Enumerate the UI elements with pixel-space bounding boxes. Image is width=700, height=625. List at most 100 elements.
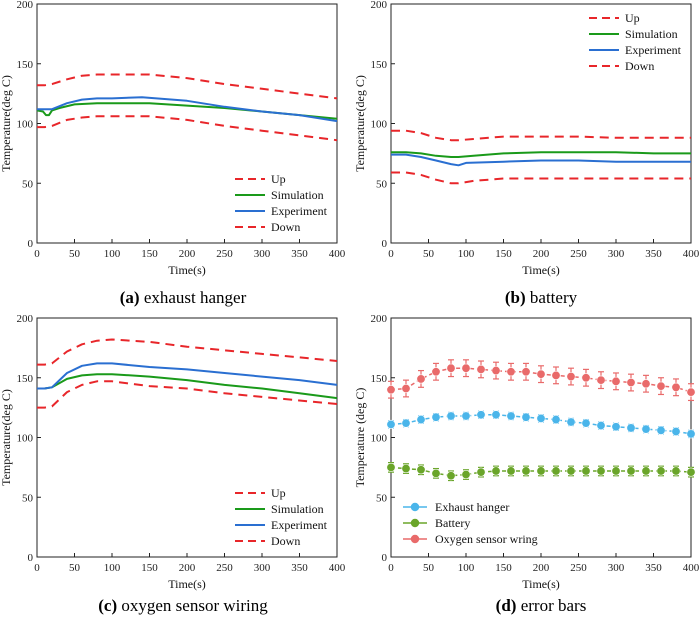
legend-label: Up — [271, 172, 286, 186]
x-tick-label: 100 — [104, 248, 121, 260]
y-tick-label: 0 — [382, 238, 388, 250]
y-tick-label: 200 — [371, 0, 388, 11]
series-line-experiment — [391, 153, 691, 167]
data-point — [656, 381, 666, 391]
legend-marker — [410, 534, 420, 544]
x-tick-label: 150 — [495, 562, 512, 574]
x-axis-label: Time(s) — [168, 263, 206, 277]
y-axis-label: Temperature(deg C) — [353, 75, 367, 172]
y-tick-label: 50 — [376, 178, 388, 190]
y-tick-label: 100 — [371, 119, 388, 131]
legend-label: Battery — [435, 516, 470, 530]
data-point — [446, 471, 456, 481]
y-tick-label: 0 — [28, 552, 34, 564]
x-tick-label: 350 — [645, 248, 662, 260]
data-point — [656, 466, 666, 476]
x-tick-label: 250 — [216, 562, 233, 574]
legend-label: Up — [625, 11, 640, 25]
series-line-simulation — [391, 151, 691, 158]
y-tick-label: 150 — [17, 59, 34, 71]
x-axis-label: Time(s) — [522, 577, 560, 591]
legend-label: Simulation — [625, 27, 678, 41]
data-point — [581, 373, 591, 383]
data-point — [671, 427, 681, 437]
x-tick-label: 150 — [141, 562, 158, 574]
legend-label: Simulation — [271, 502, 324, 516]
y-tick-label: 0 — [28, 238, 34, 250]
data-point — [551, 370, 561, 380]
data-point — [566, 372, 576, 382]
x-axis-label: Time(s) — [522, 263, 560, 277]
data-point — [626, 378, 636, 388]
legend-label: Exhaust hanger — [435, 500, 509, 514]
data-point — [476, 467, 486, 477]
legend-label: Experiment — [271, 518, 328, 532]
x-tick-label: 250 — [570, 562, 587, 574]
data-point — [536, 466, 546, 476]
data-point — [476, 364, 486, 374]
data-point — [401, 384, 411, 394]
panel-a-exhaust-hanger: 0 50 100 150 200 250 300 350 400 0 50 100 150 200 Time… — [0, 0, 346, 307]
y-tick-label: 150 — [371, 373, 388, 385]
panel-b-battery: 0 50 100 150 200 250 300 350 400 0 50 100 150 200 Time… — [353, 0, 700, 307]
y-axis-label: Temperature(deg C) — [0, 75, 13, 172]
caption-tag: (a) — [120, 288, 140, 307]
data-point — [581, 466, 591, 476]
data-point — [686, 387, 696, 397]
data-point — [386, 462, 396, 472]
data-point — [641, 466, 651, 476]
data-point — [596, 466, 606, 476]
series-line-up — [391, 129, 691, 142]
data-point — [566, 417, 576, 427]
series-line-up — [37, 73, 338, 100]
data-point — [641, 424, 651, 434]
data-point — [521, 466, 531, 476]
data-point — [491, 410, 501, 420]
data-point — [461, 411, 471, 421]
data-point — [446, 411, 456, 421]
x-tick-label: 200 — [533, 248, 550, 260]
caption-tag: (b) — [505, 288, 526, 307]
series-line-down — [37, 115, 338, 142]
panel-caption: (c) oxygen sensor wiring — [98, 596, 268, 615]
x-tick-label: 100 — [104, 562, 121, 574]
x-tick-label: 100 — [458, 248, 475, 260]
panel-d-error-bars: 0 50 100 150 200 250 300 350 400 0 50 100 150 200 Time… — [353, 313, 700, 615]
data-point — [416, 415, 426, 425]
series-line-up — [37, 338, 338, 366]
y-tick-label: 200 — [17, 0, 34, 11]
x-tick-label: 250 — [570, 248, 587, 260]
data-point — [386, 419, 396, 429]
legend-label: Oxygen sensor wring — [435, 532, 538, 546]
x-tick-label: 50 — [69, 562, 81, 574]
x-tick-label: 400 — [329, 248, 346, 260]
y-tick-label: 50 — [22, 492, 34, 504]
data-point — [461, 470, 471, 480]
panel-caption: (b) battery — [505, 288, 578, 307]
y-tick-label: 150 — [371, 59, 388, 71]
caption-text: oxygen sensor wiring — [117, 596, 268, 615]
data-point — [611, 466, 621, 476]
y-tick-label: 0 — [382, 552, 388, 564]
y-tick-label: 100 — [371, 433, 388, 445]
legend-label: Down — [625, 59, 654, 73]
data-point — [551, 466, 561, 476]
x-tick-label: 50 — [423, 248, 435, 260]
data-point — [596, 421, 606, 431]
y-tick-label: 200 — [371, 313, 388, 325]
data-point — [491, 466, 501, 476]
x-tick-label: 150 — [141, 248, 158, 260]
data-point — [431, 468, 441, 478]
x-tick-label: 50 — [423, 562, 435, 574]
series-line-simulation — [37, 373, 338, 400]
x-tick-label: 200 — [179, 248, 196, 260]
data-point — [401, 464, 411, 474]
data-point — [611, 376, 621, 386]
legend-label: Experiment — [271, 204, 328, 218]
x-tick-label: 200 — [179, 562, 196, 574]
data-point — [656, 425, 666, 435]
y-tick-label: 150 — [17, 373, 34, 385]
series-line-simulation — [36, 102, 338, 120]
x-tick-label: 400 — [683, 562, 700, 574]
